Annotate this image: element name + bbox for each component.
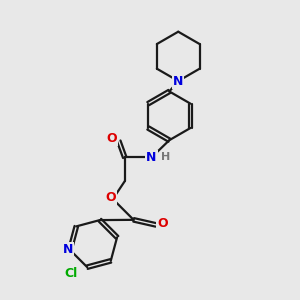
Text: N: N: [62, 243, 73, 256]
Text: H: H: [161, 152, 170, 162]
Text: O: O: [106, 132, 117, 145]
Text: N: N: [173, 74, 183, 88]
Text: O: O: [105, 191, 116, 204]
Text: Cl: Cl: [64, 267, 77, 280]
Text: O: O: [157, 217, 168, 230]
Text: N: N: [146, 151, 157, 164]
